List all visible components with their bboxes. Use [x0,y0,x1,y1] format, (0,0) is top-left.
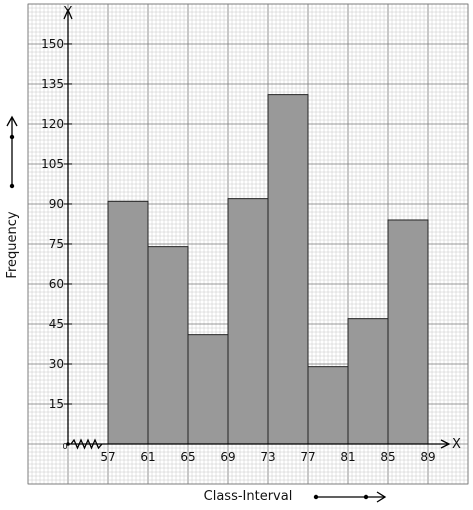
y-axis-arrowhead [63,8,73,20]
up-arrow-dot [9,134,15,140]
up-arrowhead-icon [6,115,18,127]
y-axis-letter: Y [63,5,72,20]
right-arrow-dot [313,494,319,500]
up-arrow-dot [9,183,15,189]
histogram-bar [267,94,309,445]
x-tick-label: 61 [140,450,155,464]
x-tick-label: 65 [180,450,195,464]
x-tick-label: 81 [340,450,355,464]
direction-arrows [6,115,387,503]
x-tick-label: 85 [380,450,395,464]
right-arrow-dot [363,494,369,500]
origin-point [66,442,70,446]
right-arrowhead-icon [376,491,387,503]
x-tick-label: 69 [220,450,235,464]
histogram-bars [107,94,429,445]
histogram-bar [107,200,149,445]
axes [63,8,451,450]
x-axis-title: Class-Interval [204,489,293,504]
x-axis-arrowhead [440,439,451,449]
x-tick-label: 57 [100,450,115,464]
axis-break-zigzag [70,438,103,450]
histogram-bar [187,334,229,445]
histogram-bar [227,198,269,445]
y-axis-title: Frequency [5,211,20,278]
x-tick-label: 77 [300,450,315,464]
y-tick-label: 60 [49,277,64,291]
grid-border [27,3,469,485]
histogram-bar [387,219,429,445]
y-tick-label: 75 [49,237,64,251]
y-tick-label: 135 [41,77,64,91]
x-axis-letter: X [452,437,461,452]
histogram-bar [147,246,189,445]
y-tick-label: 150 [41,37,64,51]
y-tick-label: 15 [49,397,64,411]
histogram-bar [307,366,349,445]
tick-labels: 15 30 45 60 75 90 105 120 135 150 57 61 65 69 73 77 81 85… [41,37,436,464]
y-tick-label: 105 [41,157,64,171]
y-tick-label: 45 [49,317,64,331]
origin-label: 0 [62,442,67,451]
y-tick-label: 120 [41,117,64,131]
x-tick-label: 73 [260,450,275,464]
x-tick-label: 89 [420,450,435,464]
histogram-bar [347,318,389,445]
y-tick-label: 90 [49,197,64,211]
y-tick-label: 30 [49,357,64,371]
axis-titles: Class-Interval Frequency X Y 0 [5,5,461,504]
